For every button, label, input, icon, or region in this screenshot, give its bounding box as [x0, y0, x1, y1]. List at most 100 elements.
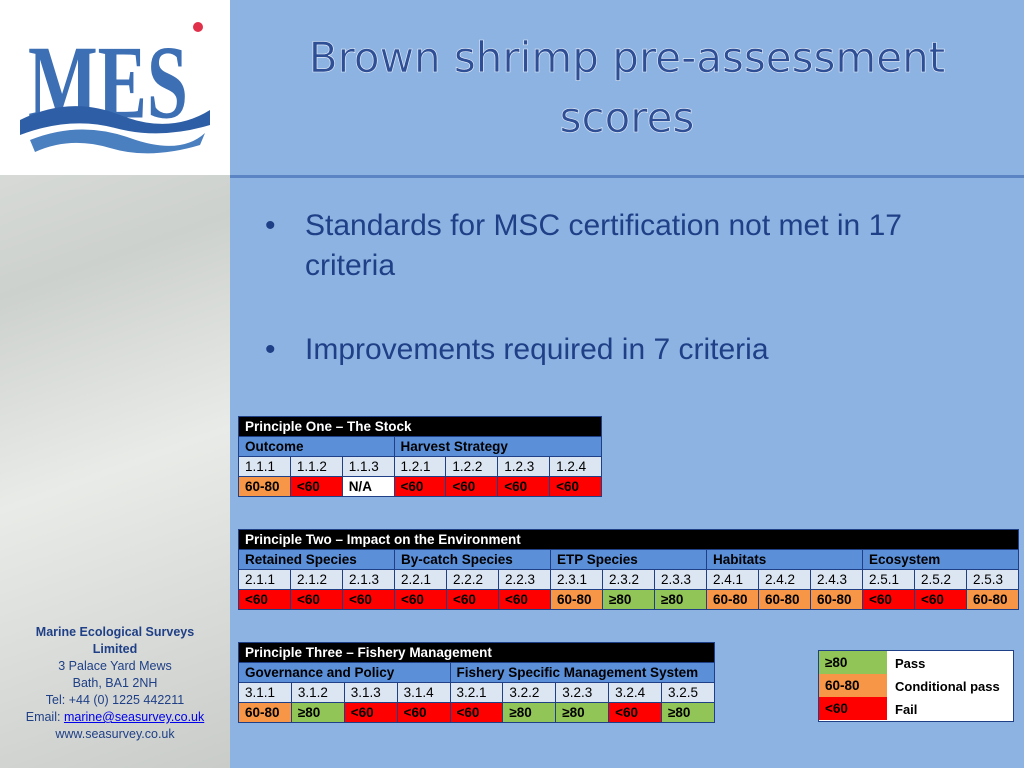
bullet-dot: • — [265, 209, 276, 242]
criterion-code: 2.5.2 — [914, 569, 967, 590]
criterion-score: 60-80 — [550, 589, 603, 610]
criterion-code: 2.2.2 — [446, 569, 499, 590]
criterion-score: 60-80 — [810, 589, 863, 610]
legend-row: ≥80 Pass — [819, 651, 1013, 674]
table-title: Principle Two – Impact on the Environmen… — [237, 529, 1020, 550]
criterion-code: 1.2.3 — [497, 456, 551, 477]
table-title: Principle One – The Stock — [238, 416, 602, 437]
criterion-code: 1.2.2 — [445, 456, 499, 477]
criterion-code: 1.1.3 — [341, 456, 395, 477]
divider — [230, 175, 1024, 178]
company-name: Marine Ecological Surveys Limited — [35, 625, 195, 656]
score-row: 60-80 <60 N/A <60 <60 <60 <60 — [238, 476, 602, 497]
email-line: Email: marine@seasurvey.co.uk — [0, 709, 230, 726]
group-header: Harvest Strategy — [393, 436, 603, 457]
title-row: Principle Three – Fishery Management — [238, 642, 715, 663]
address-line: 3 Palace Yard Mews — [58, 659, 172, 673]
criterion-score: <60 — [238, 589, 291, 610]
email-link[interactable]: marine@seasurvey.co.uk — [63, 710, 205, 724]
criterion-score: 60-80 — [238, 702, 292, 723]
criterion-code: 2.5.1 — [862, 569, 915, 590]
legend-meaning: Fail — [895, 702, 918, 717]
criterion-code: 3.1.1 — [238, 682, 292, 703]
legend-score: <60 — [819, 697, 887, 720]
legend-score: ≥80 — [819, 651, 887, 674]
score-row: 60-80 ≥80 <60 <60 <60 ≥80 ≥80 <60 ≥80 — [238, 702, 715, 723]
group-header: Retained Species — [238, 549, 395, 570]
legend-meaning: Pass — [895, 656, 926, 671]
criterion-code: 1.1.2 — [289, 456, 343, 477]
criterion-code: 1.2.1 — [393, 456, 447, 477]
logo: MES — [0, 0, 230, 175]
criterion-score: <60 — [343, 702, 398, 723]
legend-row: <60 Fail — [819, 697, 1013, 720]
group-row: Governance and Policy Fishery Specific Ma… — [238, 662, 715, 683]
code-row: 1.1.1 1.1.2 1.1.3 1.2.1 1.2.2 1.2.3 1.2.4 — [238, 456, 602, 477]
title-row: Principle One – The Stock — [238, 416, 602, 437]
criterion-code: 1.2.4 — [549, 456, 602, 477]
criterion-code: 2.4.1 — [706, 569, 759, 590]
criterion-code: 2.4.3 — [810, 569, 863, 590]
logo-graphic: MES — [20, 22, 210, 154]
criterion-score: 60-80 — [965, 589, 1020, 610]
criterion-code: 2.4.2 — [758, 569, 811, 590]
criterion-score: ≥80 — [290, 702, 345, 723]
criterion-code: 2.1.2 — [290, 569, 343, 590]
criterion-code: 2.3.3 — [654, 569, 707, 590]
bullet-text: Standards for MSC certification not met … — [305, 209, 902, 282]
criterion-score: <60 — [549, 476, 602, 497]
score-table: Principle One – The Stock Outcome Harvest … — [238, 416, 603, 497]
criterion-score: <60 — [290, 589, 343, 610]
group-header: Habitats — [706, 549, 863, 570]
criterion-score: 60-80 — [706, 589, 759, 610]
criterion-code: 2.3.1 — [550, 569, 603, 590]
criterion-code: 2.1.1 — [238, 569, 291, 590]
contact: Marine Ecological Surveys Limited 3 Pala… — [0, 624, 230, 743]
address-line: Bath, BA1 2NH — [72, 676, 158, 690]
criterion-code: 2.5.3 — [965, 569, 1020, 590]
criterion-score: <60 — [396, 702, 451, 723]
criterion-code: 3.2.4 — [608, 682, 662, 703]
criterion-score: <60 — [393, 476, 447, 497]
criterion-score: <60 — [289, 476, 343, 497]
bullet: • Standards for MSC certification not met… — [265, 206, 965, 286]
criterion-score: ≥80 — [555, 702, 610, 723]
bullet: • Improvements required in 7 criteria — [265, 330, 965, 370]
criterion-code: 2.1.3 — [342, 569, 395, 590]
criterion-score: ≥80 — [661, 702, 715, 723]
phone: Tel: +44 (0) 1225 442211 — [45, 693, 185, 707]
group-row: Retained Species By-catch Species ETP Spec… — [238, 549, 1020, 570]
criterion-score: <60 — [394, 589, 447, 610]
criterion-score: <60 — [445, 476, 499, 497]
bullet-text: Improvements required in 7 criteria — [305, 333, 769, 366]
title-row: Principle Two – Impact on the Environmen… — [237, 529, 1020, 550]
logo-wave — [20, 106, 210, 135]
criterion-code: 3.2.5 — [661, 682, 715, 703]
logo-dot — [193, 22, 203, 32]
criterion-score: <60 — [446, 589, 499, 610]
legend: ≥80 Pass 60-80 Conditional pass <60 Fail — [818, 650, 1014, 722]
criterion-score: N/A — [341, 476, 395, 497]
group-header: ETP Species — [550, 549, 707, 570]
criterion-score: <60 — [498, 589, 551, 610]
criterion-score: 60-80 — [758, 589, 811, 610]
criterion-score: <60 — [608, 702, 662, 723]
email-label: Email: — [25, 710, 61, 724]
score-row: <60 <60 <60 <60 <60 <60 60-80 ≥80 ≥80 60-80 60-80 6… — [238, 589, 1020, 610]
criterion-code: 3.1.3 — [343, 682, 398, 703]
code-row: 3.1.1 3.1.2 3.1.3 3.1.4 3.2.1 3.2.2 3.2.3 3.2.4… — [238, 682, 715, 703]
criterion-score: 60-80 — [238, 476, 291, 497]
group-header: Outcome — [238, 436, 395, 457]
criterion-code: 3.1.2 — [290, 682, 345, 703]
criterion-score: ≥80 — [654, 589, 707, 610]
website: www.seasurvey.co.uk — [55, 727, 175, 741]
group-header: Ecosystem — [861, 549, 1020, 570]
group-header: Governance and Policy — [238, 662, 451, 683]
slide-title: Brown shrimp pre-assessment scores — [308, 33, 946, 143]
score-table: Principle Three – Fishery Management Gove… — [238, 642, 715, 723]
criterion-score: ≥80 — [602, 589, 655, 610]
table-title: Principle Three – Fishery Management — [238, 642, 715, 663]
logo-wave — [30, 129, 205, 154]
criterion-code: 1.1.1 — [238, 456, 291, 477]
